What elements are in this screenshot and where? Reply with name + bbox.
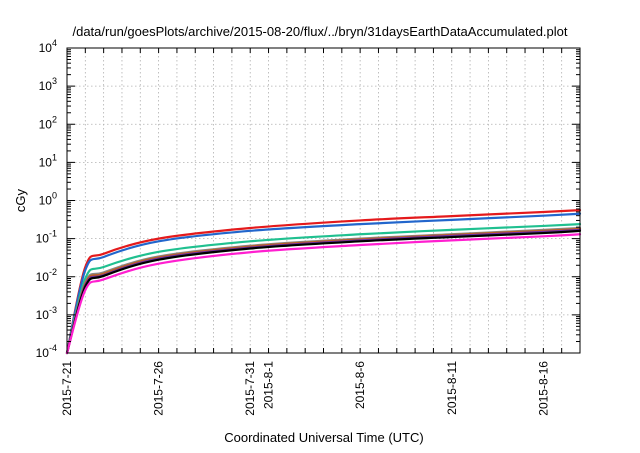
y-tick-exponent: 4 [52, 38, 57, 48]
grid [67, 48, 580, 353]
y-tick-exponent: 1 [52, 152, 57, 162]
y-tick-label: 10-1 [36, 229, 57, 246]
y-tick-exponent: 3 [52, 76, 57, 86]
y-tick-label: 103 [39, 76, 57, 93]
y-tick-label: 10-4 [36, 343, 57, 360]
series-line [65, 223, 582, 355]
y-tick-label: 104 [39, 38, 57, 55]
y-tick-exponent: -4 [49, 343, 57, 353]
y-axis-label: cGy [13, 188, 28, 212]
x-tick-label: 2015-8-16 [536, 361, 550, 416]
y-tick-label: 101 [39, 152, 57, 169]
x-tick-label: 2015-8-11 [445, 361, 459, 415]
series-group [65, 209, 582, 355]
x-axis: 2015-7-21 2015-7-26 2015-7-31 2015-8-1 2015-… [60, 48, 563, 416]
x-tick-label: 2015-8-6 [353, 361, 367, 409]
y-tick-exponent: -3 [49, 305, 57, 315]
y-tick-label: 10-3 [36, 305, 57, 322]
y-tick-label: 100 [39, 191, 57, 208]
x-tick-label: 2015-7-21 [60, 361, 74, 416]
x-tick-label: 2015-7-26 [152, 361, 166, 416]
chart-title: /data/run/goesPlots/archive/2015-08-20/f… [72, 24, 567, 39]
x-tick-label: 2015-7-31 [243, 361, 257, 416]
series-line [65, 233, 582, 355]
x-tick-label: 2015-8-1 [262, 361, 276, 409]
y-tick-label: 10-2 [36, 267, 57, 284]
x-axis-label: Coordinated Universal Time (UTC) [224, 430, 423, 445]
y-tick-exponent: -2 [49, 267, 57, 277]
series-line [65, 209, 582, 355]
y-tick-exponent: 2 [52, 114, 57, 124]
series-line [65, 229, 582, 355]
y-tick-exponent: 0 [52, 191, 57, 201]
y-tick-label: 102 [39, 114, 57, 131]
y-tick-exponent: -1 [49, 229, 57, 239]
series-line [65, 212, 582, 355]
